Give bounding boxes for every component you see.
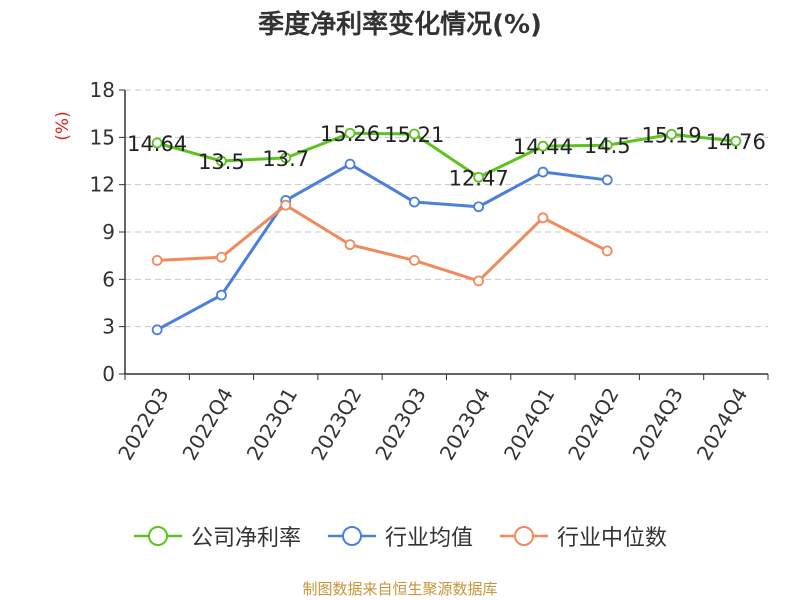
data-label: 13.7 [262,147,309,171]
legend-marker-icon [133,526,182,546]
legend-label: 公司净利率 [190,526,301,551]
x-tick-label: 2023Q2 [306,384,366,465]
series-line [156,162,608,332]
x-tick-label: 2024Q1 [499,384,559,465]
data-point [601,245,613,257]
data-point [216,289,227,301]
data-label: 15.19 [641,123,701,147]
x-tick-label: 2024Q2 [563,384,623,465]
data-point [537,212,549,224]
y-tick-label: 3 [102,315,115,339]
data-point [408,254,420,266]
legend-marker-icon [500,526,548,546]
data-point [601,139,613,151]
series-lines [151,127,742,336]
x-tick-label: 2022Q3 [113,384,173,465]
data-point [473,201,485,213]
data-point [344,127,356,139]
data-label: 14.64 [127,132,187,156]
chart-title: 季度净利率变化情况(%) [258,10,542,40]
y-tick-label: 9 [102,220,115,244]
y-tick-label: 6 [102,267,115,291]
data-point [280,152,292,164]
data-point [151,324,163,336]
data-point [537,166,549,178]
data-point [344,158,356,170]
source-note: 制图数据来自恒生聚源数据库 [302,580,498,598]
data-point [151,137,163,149]
data-label: 15.21 [384,123,444,147]
legend-item[interactable]: 行业中位数 [499,520,667,552]
data-point [344,239,356,251]
legend-item[interactable]: 公司净利率 [133,520,301,552]
data-point [473,171,485,183]
data-point [151,254,163,266]
y-tick-label: 15 [90,125,115,149]
x-tick-label: 2024Q4 [692,384,752,465]
y-axis-label: (%) [53,111,73,140]
data-point [408,128,420,140]
data-point [473,275,485,287]
data-label: 14.44 [513,135,573,159]
x-tick-label: 2023Q3 [370,384,430,465]
data-label: 14.76 [706,130,766,154]
legend: 公司净利率 行业均值 行业中位数 [0,520,800,552]
data-point [408,196,420,208]
x-tick-label: 2023Q1 [242,384,302,465]
data-point [216,155,227,167]
data-point [216,251,227,263]
data-point [601,174,613,186]
y-tick-label: 0 [102,362,115,386]
data-label: 13.5 [198,150,245,174]
legend-label: 行业均值 [384,526,473,551]
series-line [156,131,737,179]
data-point [537,140,549,152]
y-tick-label: 12 [90,173,115,197]
data-point [280,199,292,211]
legend-item[interactable]: 行业均值 [327,520,473,552]
data-label: 12.47 [449,166,509,190]
x-tick-label: 2022Q4 [177,384,237,465]
data-label: 14.5 [584,134,631,158]
data-point [730,135,742,147]
data-label: 15.26 [320,122,380,146]
data-point [666,128,677,140]
legend-marker-icon [327,526,376,546]
x-tick-label: 2024Q3 [628,384,688,465]
x-tick-label: 2023Q4 [435,384,495,465]
series-line [157,203,608,283]
legend-label: 行业中位数 [557,526,668,551]
y-tick-label: 18 [90,78,115,102]
